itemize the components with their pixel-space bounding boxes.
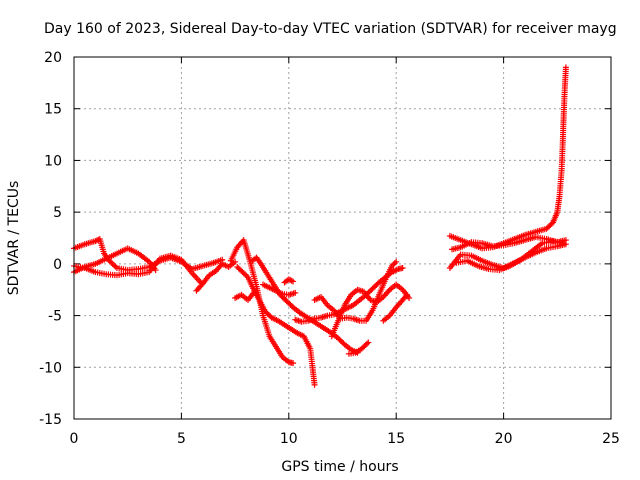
- x-tick-label: 5: [177, 431, 186, 447]
- data-point: [402, 293, 409, 300]
- x-axis-label: GPS time / hours: [281, 459, 398, 475]
- x-tick-label: 20: [495, 431, 513, 447]
- data-point: [562, 64, 569, 71]
- x-tick-label: 0: [70, 431, 79, 447]
- x-tick-label: 10: [280, 431, 298, 447]
- y-tick-label: -10: [39, 360, 62, 376]
- data-point: [290, 278, 297, 285]
- data-point: [290, 360, 297, 367]
- y-axis-label: SDTVAR / TECUs: [6, 181, 22, 296]
- y-tick-label: 15: [44, 102, 62, 118]
- data-point: [111, 262, 118, 269]
- data-point: [288, 277, 295, 284]
- data-point: [232, 258, 239, 265]
- data-point: [391, 260, 398, 267]
- y-tick-label: 10: [44, 153, 62, 169]
- data-point: [399, 264, 406, 271]
- plot-frame: [73, 56, 612, 420]
- grid: [74, 57, 611, 419]
- data-point: [239, 268, 246, 275]
- chart-title: Day 160 of 2023, Sidereal Day-to-day VTE…: [44, 21, 617, 37]
- x-tick-label: 25: [602, 431, 620, 447]
- data-point: [292, 289, 299, 296]
- y-tick-label: 20: [44, 50, 62, 66]
- data-point: [108, 259, 115, 266]
- data-point: [393, 258, 400, 265]
- data-points: [71, 64, 569, 388]
- axis-ticks: 0 5 10 15 20 25 -15 -10 -5 0 5 10 15 20: [39, 50, 620, 447]
- y-tick-label: 5: [53, 205, 62, 221]
- data-point: [109, 260, 116, 267]
- data-point: [365, 339, 372, 346]
- y-tick-label: -5: [48, 309, 62, 325]
- data-point: [560, 240, 567, 247]
- data-point: [403, 291, 410, 298]
- data-point: [363, 340, 370, 347]
- y-tick-label: -15: [39, 412, 62, 428]
- x-tick-label: 15: [387, 431, 405, 447]
- data-point: [311, 381, 318, 388]
- y-tick-label: 0: [53, 257, 62, 273]
- data-point: [251, 288, 258, 295]
- data-point: [287, 277, 294, 284]
